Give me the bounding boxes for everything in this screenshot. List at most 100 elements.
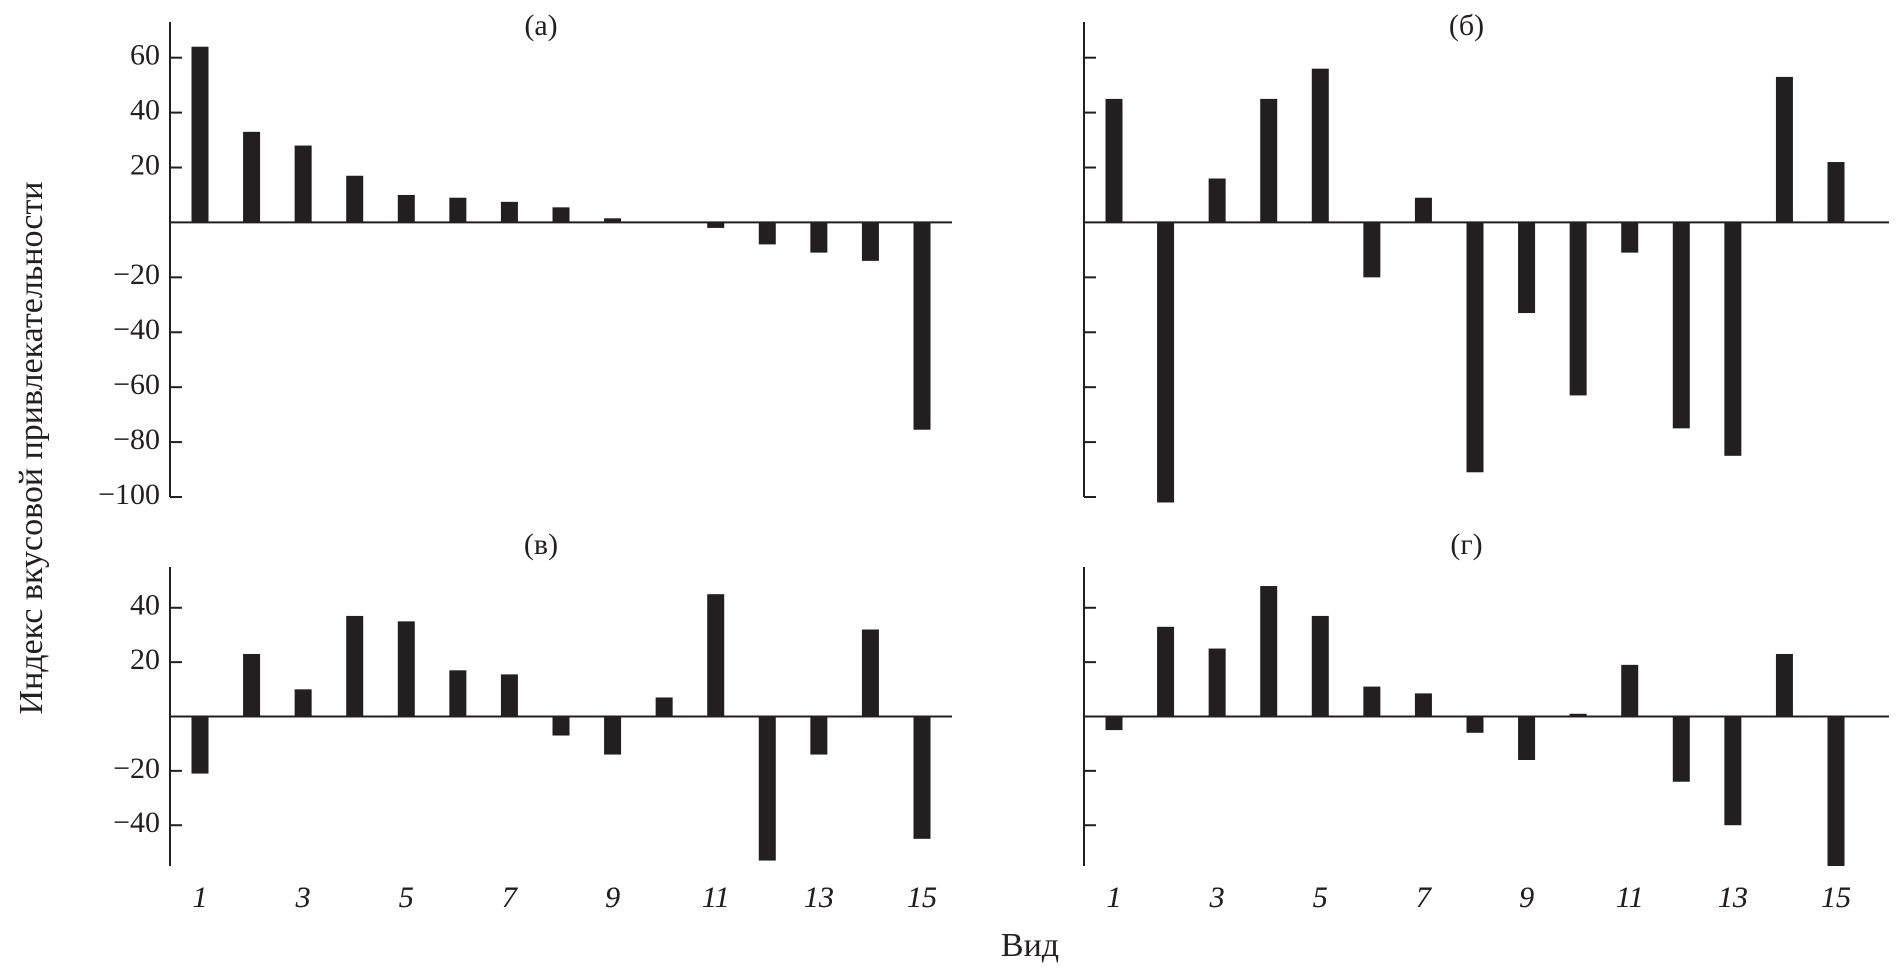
bar [191,46,209,223]
y-tick-label: −20 [113,258,160,291]
bar [346,615,364,717]
bar [500,201,518,223]
x-tick-label: 1 [1107,881,1122,914]
x-tick-label: 3 [295,881,311,914]
x-tick-label: 15 [907,881,937,914]
bar [1775,653,1793,717]
bar [655,697,673,717]
bar [810,222,828,253]
x-tick-label: 11 [1616,881,1644,914]
y-tick-label: −60 [113,368,160,401]
x-tick-label: 3 [1209,881,1225,914]
x-tick-label: 15 [907,881,937,914]
x-tick-label: 9 [1519,881,1534,914]
y-tick-label: −80 [113,423,160,456]
x-tick-label: 13 [804,881,834,914]
bar [1672,222,1690,429]
bar [758,716,776,861]
x-tick-label: 5 [399,881,414,914]
bar [552,716,570,736]
y-axis-label: Индекс вкусовой привлекательности [13,182,50,715]
y-tick-label: −40 [113,313,160,346]
x-tick-label: 5 [1313,881,1328,914]
x-tick-label: 11 [1616,881,1644,914]
bar [810,716,828,755]
bar [397,194,415,223]
bar [758,222,776,245]
x-tick-label: 7 [1416,881,1433,914]
bar [191,716,209,774]
chart-title: (в) [524,528,558,561]
x-tick-label: 1 [193,881,208,914]
x-tick-label: 15 [1821,881,1851,914]
bar [1827,716,1845,866]
bar [913,222,931,430]
bar [346,175,364,223]
x-tick-label: 7 [502,881,519,914]
bar [1569,222,1587,396]
bar [243,131,261,223]
y-tick-label: −20 [113,752,160,785]
bar [1518,222,1536,314]
x-tick-label: 11 [702,881,730,914]
bar [1621,222,1639,253]
bar [1672,716,1690,782]
bar [1208,648,1226,717]
bar [1311,68,1329,223]
bar [1105,716,1123,731]
bar [604,716,622,755]
bar [1414,197,1432,223]
bar [1621,664,1639,717]
bar [449,670,467,717]
x-tick-label: 1 [1107,881,1122,914]
x-tick-label: 1 [193,881,208,914]
y-tick-label: 20 [130,148,160,181]
bar [604,218,622,223]
y-tick-label: −100 [98,478,160,511]
x-tick-label: 15 [1821,881,1851,914]
bar [1466,222,1484,473]
x-tick-label: 9 [605,881,620,914]
y-tick-label: 60 [130,39,160,72]
x-tick-label: 5 [399,881,414,914]
chart-title: (б) [1449,9,1484,42]
bar [1260,98,1278,223]
x-tick-label: 7 [502,881,519,914]
bar [552,207,570,223]
bar [1157,626,1175,717]
x-axis-label: Вид [1001,927,1059,964]
bar [294,145,312,223]
bar [913,716,931,839]
x-tick-label: 13 [1718,881,1748,914]
bar [1363,222,1381,278]
y-tick-label: −40 [113,806,160,839]
bar [294,689,312,717]
chart-title: (г) [1450,528,1482,561]
bar [1569,713,1587,717]
x-tick-label: 13 [804,881,834,914]
bar [861,629,879,717]
y-tick-label: 40 [130,93,160,126]
bar [449,197,467,223]
x-tick-label: 9 [605,881,620,914]
bar [1363,686,1381,717]
bar [1827,162,1845,223]
bar [1311,615,1329,717]
bar [243,653,261,717]
x-tick-label: 13 [1718,881,1748,914]
bar [500,674,518,717]
bar [1414,693,1432,717]
y-tick-label: 40 [130,589,160,622]
y-tick-label: 20 [130,643,160,676]
x-tick-label: 3 [1209,881,1225,914]
bar [1260,586,1278,717]
bar [1466,716,1484,733]
x-tick-label: 7 [1416,881,1433,914]
bar [1208,178,1226,223]
bar [1157,222,1175,503]
bar [707,594,725,717]
x-tick-label: 11 [702,881,730,914]
bar [1518,716,1536,760]
x-tick-label: 9 [1519,881,1534,914]
